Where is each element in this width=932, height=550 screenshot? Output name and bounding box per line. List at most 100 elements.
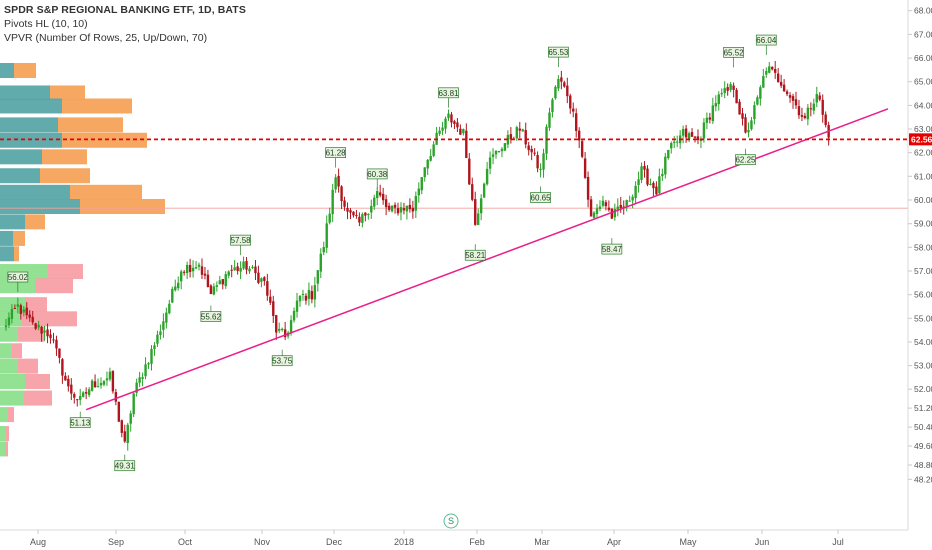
candle-body xyxy=(756,97,759,105)
candle-body xyxy=(711,105,715,122)
candle-body xyxy=(120,420,123,433)
volume-profile-down-bar xyxy=(22,311,77,327)
candle-body xyxy=(84,392,88,394)
candle-body xyxy=(31,316,34,323)
candle-body xyxy=(111,370,115,392)
candle-body xyxy=(563,82,566,87)
y-axis-tick-label: 59.00 xyxy=(914,219,932,229)
candle-body xyxy=(132,393,135,415)
pivot-box xyxy=(230,234,251,246)
candle-body xyxy=(355,215,358,217)
candle-body xyxy=(411,207,415,212)
candle-body xyxy=(527,145,530,151)
candle-body xyxy=(22,309,25,313)
volume-profile-down-bar xyxy=(80,198,165,214)
candle-body xyxy=(304,295,308,301)
x-axis-tick-label: Nov xyxy=(254,537,271,547)
volume-profile-up-bar xyxy=(0,168,40,184)
y-axis-tick-label: 54.00 xyxy=(914,337,932,347)
volume-profile-up-bar xyxy=(0,198,80,214)
y-axis-tick-label: 68.00 xyxy=(914,6,932,16)
candle-body xyxy=(361,214,364,223)
x-axis-tick-label: Sep xyxy=(108,537,124,547)
candle-body xyxy=(384,199,388,208)
candle-body xyxy=(248,268,251,272)
pivot-value: 57.58 xyxy=(231,236,252,245)
legend-vpvr-indicator[interactable]: VPVR (Number Of Rows, 25, Up/Down, 70) xyxy=(4,32,208,44)
candle-body xyxy=(625,200,628,208)
volume-profile-up-bar xyxy=(0,246,14,262)
candle-body xyxy=(649,183,652,185)
session-marker[interactable]: S xyxy=(443,513,459,529)
candle-body xyxy=(631,196,634,201)
candle-body xyxy=(52,339,55,341)
x-axis: Aug Sep Oct Nov Dec 2018 Feb Mar Apr May Jun Jul xyxy=(0,529,908,547)
candle-body xyxy=(245,261,248,270)
candle-body xyxy=(414,195,418,211)
volume-profile-down-bar xyxy=(14,246,19,262)
candle-body xyxy=(774,68,777,73)
candle-body xyxy=(393,204,397,208)
candle-body xyxy=(690,132,694,137)
candle-body xyxy=(168,303,171,314)
candle-body xyxy=(471,184,474,200)
pivot-high-label: 56.02 xyxy=(7,271,28,293)
volume-profile-up-bar xyxy=(0,358,18,374)
candle-body xyxy=(747,129,750,133)
candle-body xyxy=(785,91,789,95)
candle-body xyxy=(723,88,726,94)
candle-body xyxy=(750,120,753,130)
candle-body xyxy=(289,320,293,333)
pivot-box xyxy=(69,417,91,429)
candle-body xyxy=(637,179,640,186)
candle-body xyxy=(93,381,97,388)
candle-body xyxy=(378,192,382,196)
volume-profile-up-bar xyxy=(0,132,62,148)
candle-body xyxy=(242,261,245,269)
candle-body xyxy=(661,173,664,177)
candle-body xyxy=(28,314,31,318)
volume-profile-up-bar xyxy=(0,117,58,133)
candle-body xyxy=(34,323,37,329)
candle-body xyxy=(373,197,376,207)
candle-body xyxy=(203,273,207,276)
pivot-low-label: 51.13 xyxy=(69,411,91,429)
candle-body xyxy=(49,334,52,339)
candle-body xyxy=(180,271,183,282)
candle-body xyxy=(432,144,435,156)
current-price-value: 62.56 xyxy=(911,134,932,144)
candle-body xyxy=(782,84,786,92)
candle-body xyxy=(340,186,343,201)
candle-body xyxy=(209,285,213,295)
candle-body xyxy=(70,384,73,394)
candle-body xyxy=(313,285,317,300)
candle-body xyxy=(488,157,492,169)
legend-title[interactable]: SPDR S&P REGIONAL BANKING ETF, 1D, BATS xyxy=(4,4,246,16)
candle-body xyxy=(254,266,257,274)
candle-body xyxy=(592,212,596,218)
candle-body xyxy=(655,186,658,195)
candle-body xyxy=(272,301,275,316)
candle-body xyxy=(613,208,617,218)
legend-pivots-indicator[interactable]: Pivots HL (10, 10) xyxy=(4,18,88,30)
candle-body xyxy=(200,266,204,275)
candle-body xyxy=(337,175,340,187)
pivot-value: 60.65 xyxy=(531,194,552,203)
candle-body xyxy=(717,94,720,105)
candle-body xyxy=(702,122,706,139)
candle-body xyxy=(628,200,631,202)
candle-body xyxy=(224,274,227,287)
candle-body xyxy=(459,128,462,135)
candle-body xyxy=(233,267,236,271)
candle-body xyxy=(779,81,783,86)
candle-body xyxy=(667,150,670,159)
candle-body xyxy=(474,199,477,225)
candle-body xyxy=(444,118,447,129)
session-marker-circle xyxy=(443,513,459,529)
candle-body xyxy=(182,271,186,273)
y-axis-tick-label: 57.00 xyxy=(914,266,932,276)
volume-profile-up-bar xyxy=(0,326,18,342)
candle-body xyxy=(325,223,328,248)
candle-body xyxy=(147,363,150,365)
